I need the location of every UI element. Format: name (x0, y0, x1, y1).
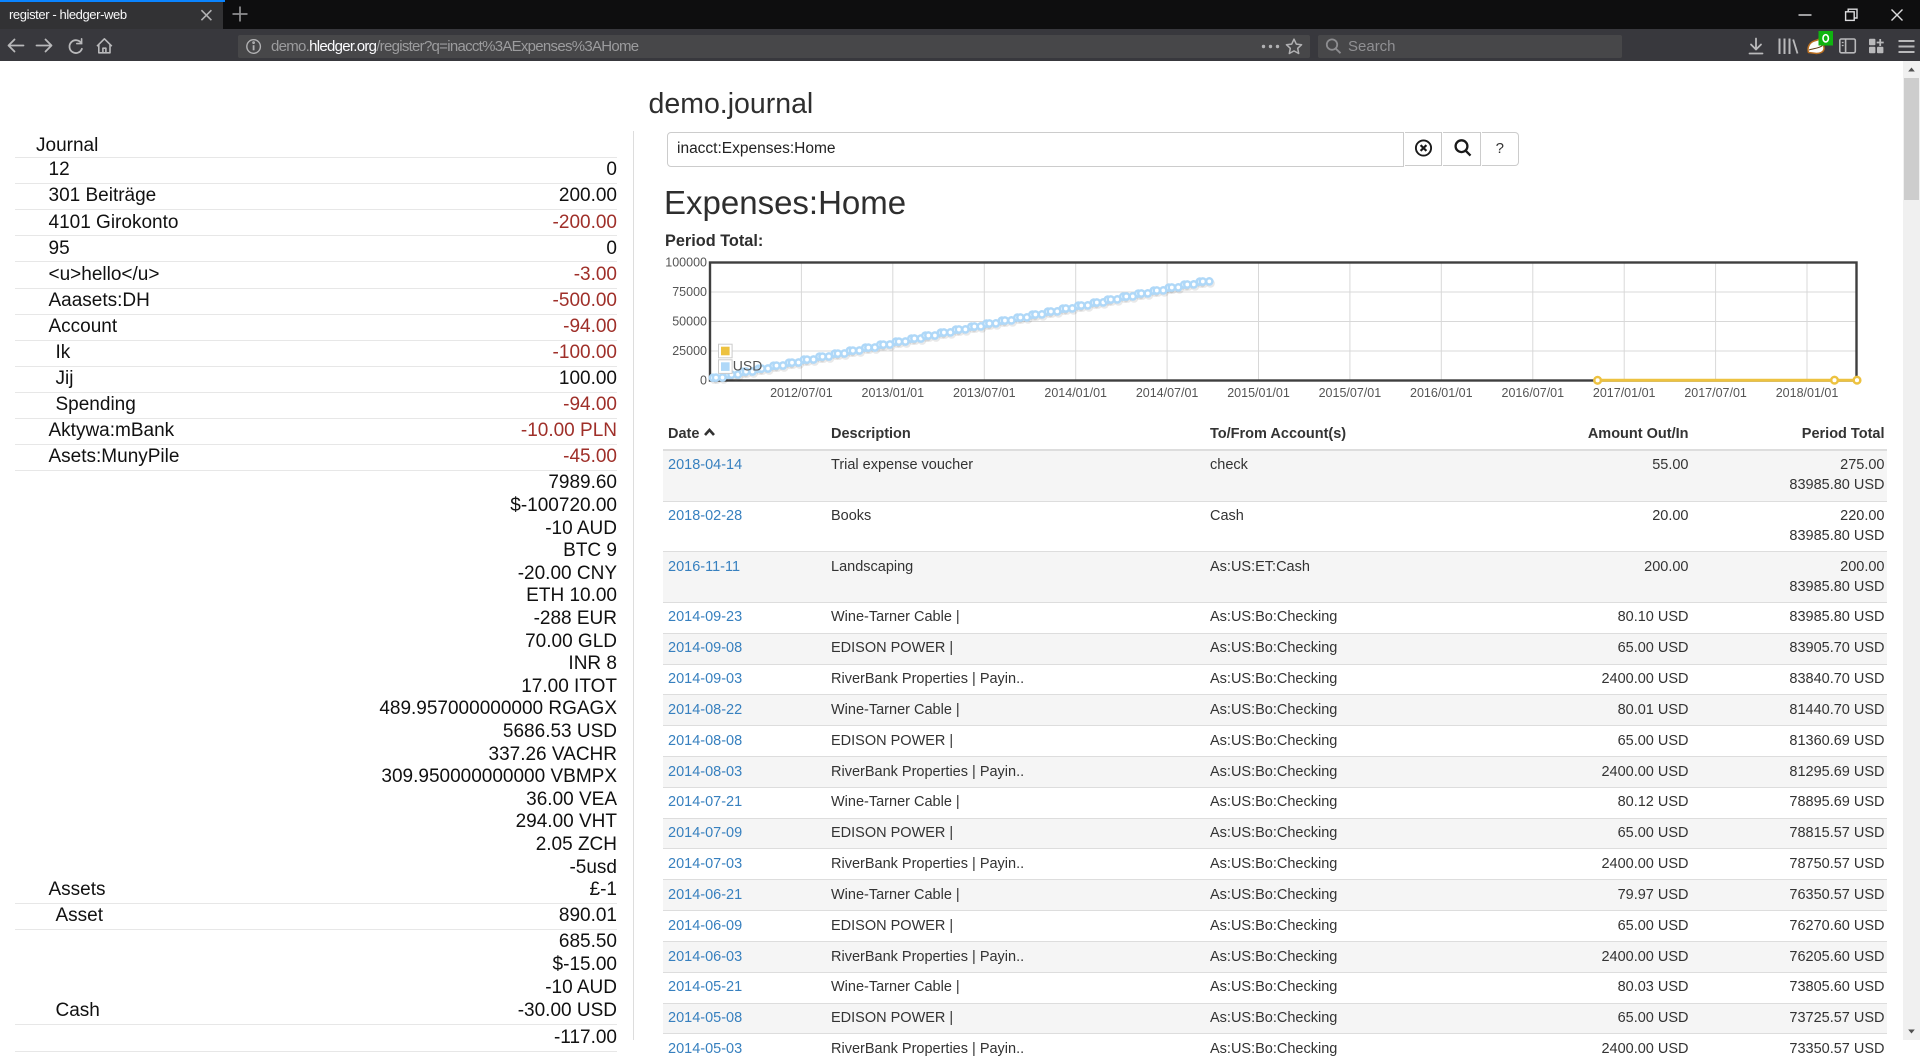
svg-text:2013/07/01: 2013/07/01 (953, 386, 1016, 400)
svg-text:2016/01/01: 2016/01/01 (1410, 386, 1473, 400)
svg-text:2016/07/01: 2016/07/01 (1502, 386, 1565, 400)
svg-text:50000: 50000 (672, 315, 707, 329)
svg-text:2014/07/01: 2014/07/01 (1136, 386, 1199, 400)
svg-text:2017/07/01: 2017/07/01 (1684, 386, 1747, 400)
svg-text:2012/07/01: 2012/07/01 (770, 386, 833, 400)
svg-text:2014/01/01: 2014/01/01 (1044, 386, 1107, 400)
svg-text:2015/01/01: 2015/01/01 (1227, 386, 1290, 400)
svg-text:2018/01/01: 2018/01/01 (1776, 386, 1839, 400)
svg-text:USD: USD (733, 358, 763, 374)
svg-text:0: 0 (700, 374, 707, 388)
svg-text:75000: 75000 (672, 285, 707, 299)
svg-text:2015/07/01: 2015/07/01 (1319, 386, 1382, 400)
svg-text:25000: 25000 (672, 344, 707, 358)
svg-text:2013/01/01: 2013/01/01 (862, 386, 925, 400)
svg-text:100000: 100000 (665, 256, 707, 270)
svg-text:2017/01/01: 2017/01/01 (1593, 386, 1656, 400)
